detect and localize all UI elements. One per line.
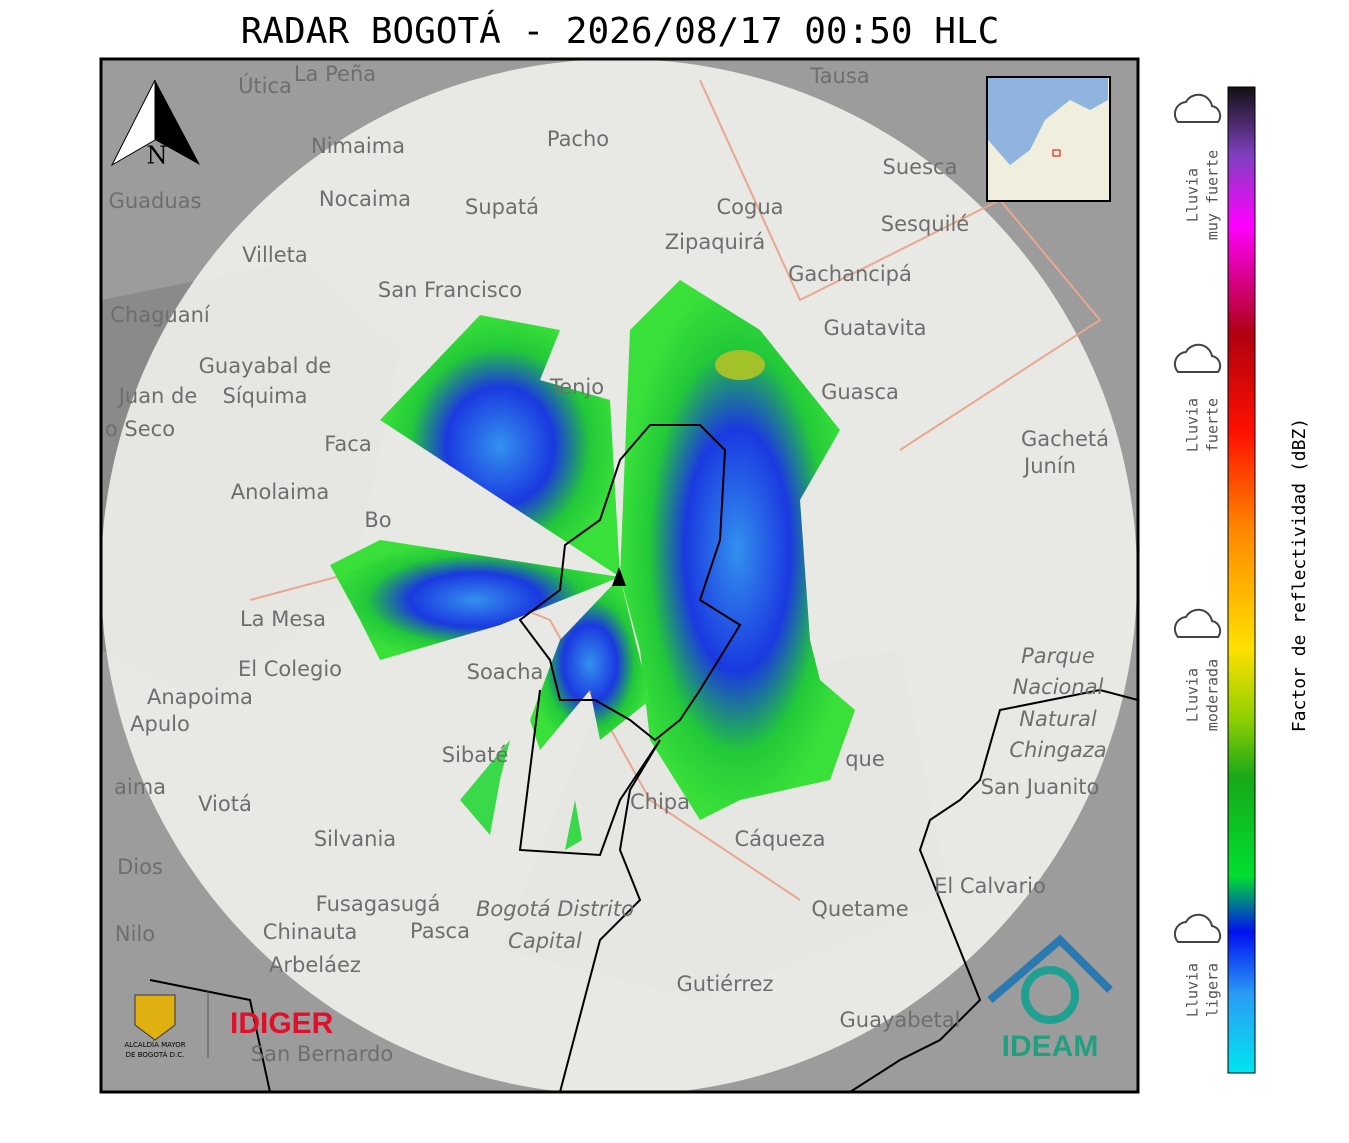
place-label: Apulo [130, 712, 190, 736]
place-label: Pasca [410, 919, 470, 943]
place-label: Quetame [811, 897, 908, 921]
place-label: Chinauta [263, 920, 357, 944]
place-label: Guasca [821, 380, 899, 404]
place-label: Zipaquirá [665, 230, 765, 254]
weather-icon [1173, 608, 1222, 638]
logo-text: ALCALDÍA MAYOR [124, 1040, 185, 1049]
place-label: Dios [117, 855, 163, 879]
place-label: Junín [1022, 454, 1076, 478]
place-label: Parque [1021, 644, 1095, 668]
place-label: Gachancipá [788, 262, 912, 286]
place-label: El Calvario [934, 874, 1046, 898]
place-label: Chingaza [1009, 738, 1106, 762]
intensity-label: fuerte [1204, 398, 1222, 452]
ideam-logo: IDEAM [987, 934, 1113, 1063]
colorbar-label: Factor de reflectividad (dBZ) [1289, 418, 1310, 732]
place-label: El Colegio [238, 657, 342, 681]
place-label: Guatavita [824, 316, 927, 340]
place-label: Silvania [314, 827, 396, 851]
place-label: Gutiérrez [677, 972, 774, 996]
place-label: San Bernardo [251, 1042, 393, 1066]
intensity-label: Lluvia [1184, 168, 1202, 222]
place-label: Nocaima [319, 187, 411, 211]
place-label: Guayabal de [199, 354, 332, 378]
inset-sea [988, 78, 1108, 165]
place-label: Útica [238, 73, 292, 98]
intensity-label: Lluvia [1184, 668, 1202, 722]
place-label: Capital [508, 929, 582, 953]
place-label: Arbeláez [269, 953, 361, 977]
place-label: La Mesa [240, 607, 326, 631]
place-label: Bogotá Distrito [476, 897, 634, 921]
radar-site [612, 567, 626, 586]
map-frame [99, 57, 1140, 1094]
place-label: Sibaté [442, 743, 509, 767]
logo-text: IDEAM [1002, 1030, 1099, 1063]
radar-echoes [330, 280, 855, 850]
place-label: Juan de [117, 384, 198, 408]
place-label: Bo [364, 508, 391, 532]
place-label: Nilo [115, 922, 155, 946]
weather-icon [1173, 93, 1222, 123]
place-label: Chipa [630, 790, 690, 814]
place-label: Tenjo [549, 375, 604, 399]
bogota-boundary [518, 424, 742, 742]
logo-text: DE BOGOTÁ D.C. [126, 1050, 185, 1059]
weather-icon [1173, 913, 1222, 943]
north-label: N [147, 142, 168, 170]
place-label: La Peña [294, 62, 376, 86]
logo-text: IDIGER [230, 1007, 334, 1040]
place-label: Síquima [223, 384, 308, 408]
place-label: Supatá [465, 195, 539, 219]
intensity-label: muy fuerte [1204, 150, 1222, 240]
inset-marker [1052, 149, 1061, 157]
place-label: Villeta [242, 243, 307, 267]
boundaries [149, 688, 1138, 1092]
alcaldia-logo: ALCALDÍA MAYOR DE BOGOTÁ D.C. IDIGER [124, 990, 334, 1059]
place-label: Gachetá [1021, 427, 1109, 451]
place-label: aima [114, 775, 166, 799]
intensity-label: moderada [1204, 659, 1222, 731]
place-label: San Francisco [378, 278, 522, 302]
intensity-label: Lluvia [1184, 963, 1202, 1017]
intensity-label: Lluvia [1184, 398, 1202, 452]
place-label: o Seco [105, 417, 175, 441]
place-label: San Juanito [981, 775, 1100, 799]
place-label: Nacional [1013, 675, 1104, 699]
place-label: Suesca [883, 155, 958, 179]
place-label: Chaguaní [110, 303, 211, 327]
place-label: Faca [324, 432, 371, 456]
place-label: Guayabetal [840, 1008, 961, 1032]
place-label: Anapoima [147, 685, 253, 709]
intensity-label: ligera [1204, 963, 1222, 1017]
place-label: Fusagasugá [316, 892, 441, 916]
title: RADAR BOGOTÁ - 2026/08/17 00:50 HLC [241, 10, 1000, 52]
place-label: Tausa [809, 64, 869, 88]
place-label: Soacha [467, 660, 544, 684]
place-label: Anolaima [231, 480, 329, 504]
place-label: Sesquilé [881, 212, 969, 236]
place-label: Nimaima [311, 134, 405, 158]
weather-icon [1173, 343, 1222, 373]
place-label: Pacho [547, 127, 609, 151]
north-arrow: N [110, 79, 200, 170]
place-label: que [845, 747, 885, 771]
place-label: Cáqueza [735, 827, 826, 851]
place-label: Guaduas [109, 189, 202, 213]
place-label: Natural [1019, 707, 1097, 731]
place-label: Cogua [716, 195, 783, 219]
place-label: Viotá [198, 792, 252, 816]
colorbar [1227, 86, 1256, 1074]
